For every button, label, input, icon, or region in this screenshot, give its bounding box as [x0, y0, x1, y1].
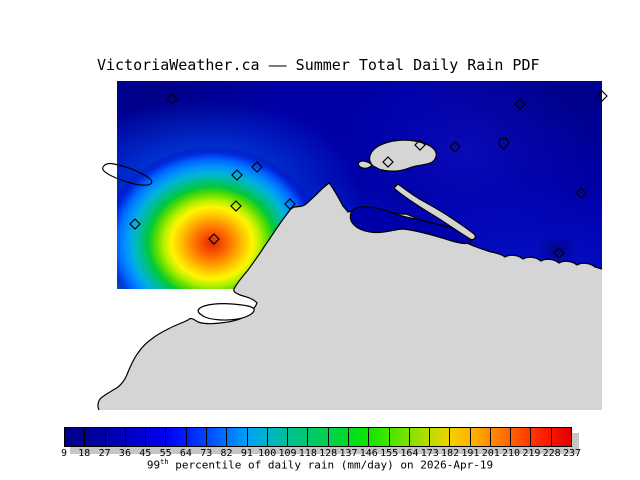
colorbar-cell — [409, 428, 431, 446]
colorbar-cell — [65, 428, 86, 446]
colorbar-tick-label: 91 — [240, 448, 253, 459]
small-polygon-outline — [498, 137, 510, 150]
caption-base: 99 — [146, 458, 161, 472]
lagoon — [197, 303, 255, 321]
colorbar-cell — [105, 428, 126, 446]
colorbar-cell — [206, 428, 228, 446]
colorbar-cell — [430, 428, 451, 446]
colorbar-cell — [511, 428, 532, 446]
colorbar-tick-label: 182 — [441, 448, 460, 459]
station-markers — [129, 90, 608, 259]
station-diamond-icon — [166, 93, 178, 105]
colorbar-tick-label: 109 — [278, 448, 297, 459]
colorbar-cell — [328, 428, 349, 446]
colorbar-tick-label: 73 — [200, 448, 213, 459]
island-outline-west — [102, 162, 153, 186]
colorbar-tick-label: 191 — [461, 448, 480, 459]
colorbar-tick-label: 9 — [60, 448, 68, 459]
colorbar-tick-label: 219 — [522, 448, 541, 459]
colorbar-cell — [288, 428, 309, 446]
colorbar-tick-label: 201 — [481, 448, 500, 459]
colorbar-cell — [369, 428, 390, 446]
station-diamond-icon — [129, 218, 141, 230]
colorbar-cell — [227, 428, 248, 446]
colorbar-cell — [146, 428, 167, 446]
colorbar-tick-label: 45 — [139, 448, 152, 459]
page-title: VictoriaWeather.ca —— Summer Total Daily… — [97, 56, 540, 74]
colorbar-tick-label: 64 — [179, 448, 192, 459]
islet — [357, 160, 373, 169]
colorbar-tick-label: 55 — [159, 448, 172, 459]
colorbar-caption: 99th percentile of daily rain (mm/day) o… — [0, 458, 640, 472]
colorbar-tick-label: 237 — [562, 448, 582, 459]
colorbar-cell — [348, 428, 370, 446]
colorbar-cell — [186, 428, 207, 446]
colorbar-cell — [490, 428, 512, 446]
caption-rest: percentile of daily rain (mm/day) on 202… — [168, 458, 494, 472]
station-diamond-icon — [208, 233, 220, 245]
colorbar-tick-label: 27 — [98, 448, 111, 459]
colorbar-tick-label: 173 — [420, 448, 439, 459]
colorbar-cell — [166, 428, 187, 446]
colorbar-tick-label: 128 — [319, 448, 338, 459]
station-diamond-icon — [414, 139, 426, 151]
colorbar-cell — [531, 428, 552, 446]
station-diamond-icon — [230, 200, 242, 212]
colorbar-tick-label: 210 — [502, 448, 521, 459]
station-diamond-icon — [382, 156, 394, 168]
coastline-southwest — [97, 209, 291, 411]
station-diamond-icon — [553, 247, 565, 259]
shore-strip — [393, 183, 476, 241]
station-diamond-icon — [284, 198, 296, 210]
colorbar-cell — [125, 428, 147, 446]
land-mass — [97, 183, 603, 410]
colorbar-tick-label: 82 — [220, 448, 233, 459]
station-diamond-icon — [231, 169, 243, 181]
station-diamond-icon — [514, 98, 526, 110]
colorbar-cell — [470, 428, 491, 446]
colorbar-tick-label: 164 — [400, 448, 419, 459]
station-diamond-icon — [449, 141, 461, 153]
colorbar — [64, 427, 572, 447]
station-diamond-icon — [575, 187, 587, 199]
colorbar-cell — [450, 428, 471, 446]
colorbar-tick-label: 100 — [258, 448, 277, 459]
station-diamond-icon — [596, 90, 608, 102]
colorbar-tick-label: 155 — [380, 448, 399, 459]
colorbar-tick-label: 18 — [78, 448, 91, 459]
colorbar-cell — [247, 428, 268, 446]
colorbar-tick-label: 228 — [542, 448, 561, 459]
colorbar-cell — [85, 428, 106, 446]
colorbar-cell — [389, 428, 410, 446]
caption-sup: th — [160, 458, 169, 466]
colorbar-cell — [308, 428, 329, 446]
station-diamond-icon — [251, 161, 263, 173]
colorbar-tick-label: 118 — [298, 448, 317, 459]
colorbar-cell — [267, 428, 289, 446]
colorbar-tick-label: 137 — [339, 448, 358, 459]
island — [369, 139, 437, 172]
colorbar-tick-label: 146 — [359, 448, 378, 459]
colorbar-tick-label: 36 — [118, 448, 131, 459]
colorbar-cell — [551, 428, 572, 446]
